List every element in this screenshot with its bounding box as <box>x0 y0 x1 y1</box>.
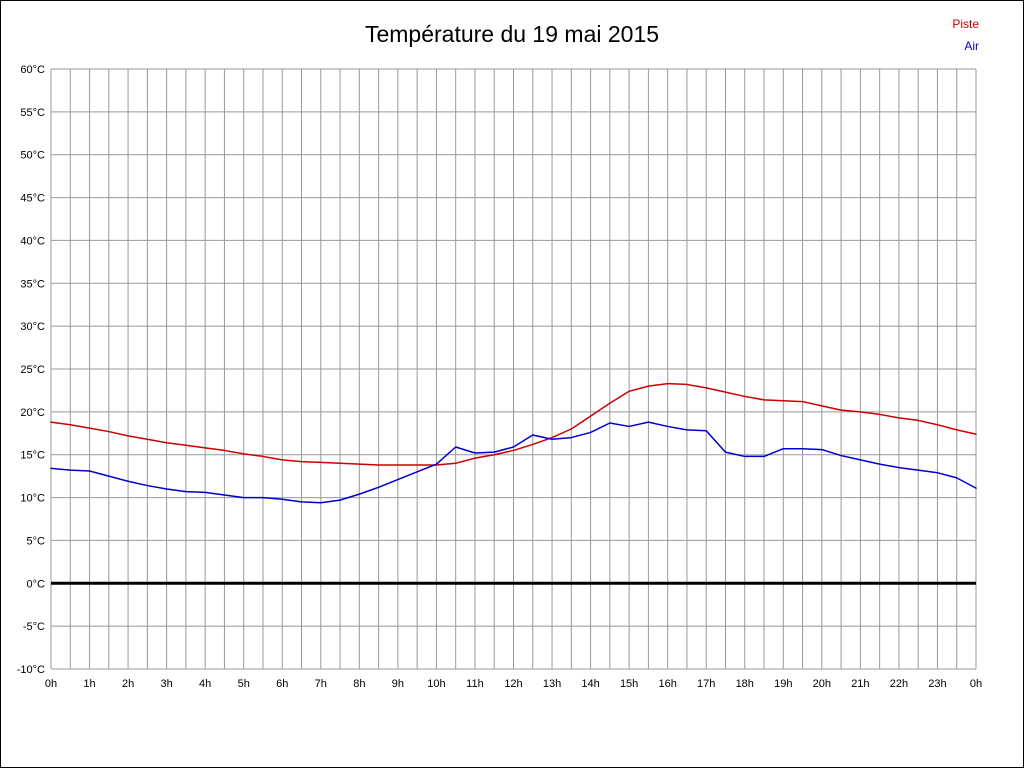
x-axis-tick-label: 6h <box>276 678 288 690</box>
chart-title: Température du 19 mai 2015 <box>364 21 660 47</box>
y-axis-tick-label: 5°C <box>27 535 46 547</box>
x-axis-tick-label: 10h <box>427 678 445 690</box>
x-axis-tick-label: 19h <box>774 678 792 690</box>
legend-item-air: Air <box>964 39 979 53</box>
y-axis-tick-label: 10°C <box>20 493 45 505</box>
y-axis-tick-label: 25°C <box>20 364 45 376</box>
y-axis-tick-label: 45°C <box>20 193 45 205</box>
x-axis-tick-label: 21h <box>851 678 869 690</box>
x-axis-tick-label: 2h <box>122 678 134 690</box>
x-axis-tick-label: 0h <box>45 678 57 690</box>
x-axis-tick-label: 11h <box>466 678 484 690</box>
x-axis-tick-label: 4h <box>199 678 211 690</box>
y-axis-tick-label: 40°C <box>20 235 45 247</box>
y-axis-tick-label: 60°C <box>20 64 45 76</box>
x-axis-tick-label: 5h <box>238 678 250 690</box>
y-axis-tick-label: 50°C <box>20 150 45 162</box>
legend-item-piste: Piste <box>952 17 979 31</box>
x-axis-tick-label: 17h <box>697 678 715 690</box>
x-axis-tick-label: 16h <box>658 678 676 690</box>
x-axis-tick-label: 9h <box>392 678 404 690</box>
x-axis-tick-label: 18h <box>736 678 754 690</box>
y-axis-tick-label: -5°C <box>23 621 45 633</box>
y-axis-tick-label: 35°C <box>20 278 45 290</box>
x-axis-tick-label: 14h <box>581 678 599 690</box>
y-axis-tick-label: 30°C <box>20 321 45 333</box>
y-axis-tick-label: 15°C <box>20 450 45 462</box>
x-axis-tick-label: 8h <box>353 678 365 690</box>
x-axis-tick-label: 12h <box>504 678 522 690</box>
legend: Piste Air <box>952 13 979 57</box>
air-line <box>50 421 977 504</box>
piste-line <box>50 382 977 466</box>
x-axis-tick-label: 23h <box>928 678 946 690</box>
x-axis-tick-label: 0h <box>970 678 982 690</box>
y-axis-tick-label: -10°C <box>17 664 45 676</box>
x-axis-tick-label: 20h <box>813 678 831 690</box>
x-axis-tick-label: 15h <box>620 678 638 690</box>
x-axis-tick-label: 22h <box>890 678 908 690</box>
x-axis-tick-label: 3h <box>161 678 173 690</box>
y-axis-tick-label: 55°C <box>20 107 45 119</box>
y-axis-tick-label: 20°C <box>20 407 45 419</box>
x-axis-tick-label: 13h <box>543 678 561 690</box>
x-axis-tick-label: 7h <box>315 678 327 690</box>
x-axis-tick-label: 1h <box>83 678 95 690</box>
y-axis-tick-label: 0°C <box>27 578 46 590</box>
